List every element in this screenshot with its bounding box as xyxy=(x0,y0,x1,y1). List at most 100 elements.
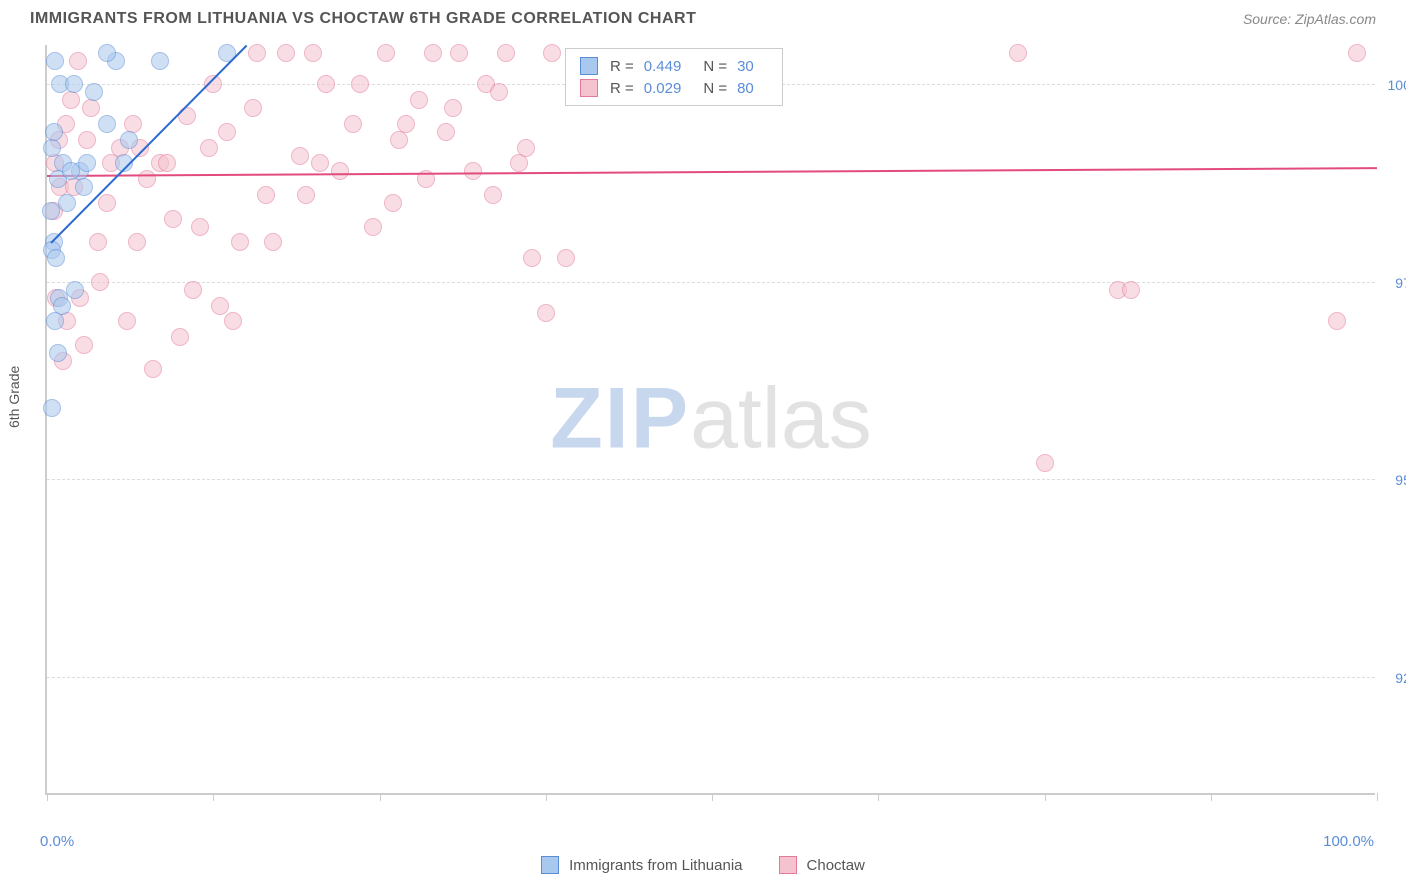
legend-row-lithuania: R = 0.449 N = 30 xyxy=(580,55,768,77)
scatter-point-choctaw xyxy=(1009,44,1027,62)
scatter-point-choctaw xyxy=(158,154,176,172)
scatter-point-choctaw xyxy=(410,91,428,109)
r-label: R = xyxy=(610,80,634,97)
x-tick xyxy=(1045,793,1046,801)
scatter-point-choctaw xyxy=(171,328,189,346)
scatter-point-choctaw xyxy=(82,99,100,117)
scatter-point-choctaw xyxy=(464,162,482,180)
gridline: 95.0% xyxy=(47,479,1375,480)
scatter-point-choctaw xyxy=(484,186,502,204)
source-label: Source: xyxy=(1243,11,1291,27)
scatter-point-lithuania xyxy=(45,123,63,141)
legend-item-choctaw: Choctaw xyxy=(779,856,865,874)
scatter-point-choctaw xyxy=(248,44,266,62)
n-label: N = xyxy=(703,58,727,75)
scatter-point-choctaw xyxy=(557,249,575,267)
scatter-point-choctaw xyxy=(437,123,455,141)
scatter-point-choctaw xyxy=(264,233,282,251)
scatter-point-lithuania xyxy=(75,178,93,196)
scatter-point-choctaw xyxy=(344,115,362,133)
scatter-point-choctaw xyxy=(89,233,107,251)
scatter-point-choctaw xyxy=(224,312,242,330)
r-value-lithuania: 0.449 xyxy=(644,58,682,75)
x-axis-max-label: 100.0% xyxy=(1323,833,1374,850)
scatter-point-choctaw xyxy=(1348,44,1366,62)
chart-plot-area: ZIPatlas 100.0%97.5%95.0%92.5% xyxy=(45,45,1375,795)
x-tick xyxy=(1377,793,1378,801)
chart-title: IMMIGRANTS FROM LITHUANIA VS CHOCTAW 6TH… xyxy=(30,10,696,28)
swatch-choctaw xyxy=(779,856,797,874)
r-label: R = xyxy=(610,58,634,75)
series-legend: Immigrants from Lithuania Choctaw xyxy=(0,856,1406,874)
scatter-point-lithuania xyxy=(43,139,61,157)
scatter-point-choctaw xyxy=(450,44,468,62)
scatter-point-lithuania xyxy=(43,399,61,417)
scatter-point-choctaw xyxy=(351,75,369,93)
scatter-point-choctaw xyxy=(517,139,535,157)
y-tick-label: 92.5% xyxy=(1395,670,1406,686)
scatter-point-choctaw xyxy=(1122,281,1140,299)
scatter-point-choctaw xyxy=(78,131,96,149)
scatter-point-choctaw xyxy=(244,99,262,117)
scatter-point-choctaw xyxy=(291,147,309,165)
legend-item-lithuania: Immigrants from Lithuania xyxy=(541,856,742,874)
scatter-point-choctaw xyxy=(211,297,229,315)
scatter-point-lithuania xyxy=(98,115,116,133)
n-value-lithuania: 30 xyxy=(737,58,754,75)
scatter-point-choctaw xyxy=(128,233,146,251)
swatch-choctaw xyxy=(580,79,598,97)
legend-row-choctaw: R = 0.029 N = 80 xyxy=(580,77,768,99)
y-axis-title: 6th Grade xyxy=(6,366,22,428)
legend-label-choctaw: Choctaw xyxy=(807,857,865,874)
scatter-point-lithuania xyxy=(66,281,84,299)
scatter-point-choctaw xyxy=(277,44,295,62)
scatter-point-lithuania xyxy=(47,249,65,267)
scatter-point-choctaw xyxy=(510,154,528,172)
swatch-lithuania xyxy=(541,856,559,874)
watermark-atlas: atlas xyxy=(690,371,872,467)
scatter-point-lithuania xyxy=(98,44,116,62)
scatter-point-choctaw xyxy=(397,115,415,133)
swatch-lithuania xyxy=(580,57,598,75)
scatter-point-choctaw xyxy=(75,336,93,354)
y-tick-label: 97.5% xyxy=(1395,275,1406,291)
scatter-point-lithuania xyxy=(46,52,64,70)
source-name: ZipAtlas.com xyxy=(1295,11,1376,27)
x-tick xyxy=(878,793,879,801)
scatter-point-choctaw xyxy=(543,44,561,62)
scatter-point-choctaw xyxy=(231,233,249,251)
scatter-point-choctaw xyxy=(384,194,402,212)
scatter-point-choctaw xyxy=(257,186,275,204)
y-tick-label: 95.0% xyxy=(1395,472,1406,488)
scatter-point-choctaw xyxy=(377,44,395,62)
x-tick xyxy=(712,793,713,801)
gridline: 97.5% xyxy=(47,282,1375,283)
scatter-point-choctaw xyxy=(297,186,315,204)
watermark-zip: ZIP xyxy=(550,371,690,467)
scatter-point-choctaw xyxy=(184,281,202,299)
watermark: ZIPatlas xyxy=(550,370,871,469)
scatter-point-choctaw xyxy=(317,75,335,93)
scatter-point-choctaw xyxy=(69,52,87,70)
scatter-point-choctaw xyxy=(523,249,541,267)
scatter-point-choctaw xyxy=(311,154,329,172)
scatter-point-choctaw xyxy=(364,218,382,236)
correlation-legend: R = 0.449 N = 30 R = 0.029 N = 80 xyxy=(565,48,783,106)
scatter-point-lithuania xyxy=(78,154,96,172)
x-tick xyxy=(47,793,48,801)
n-label: N = xyxy=(703,80,727,97)
chart-header: IMMIGRANTS FROM LITHUANIA VS CHOCTAW 6TH… xyxy=(0,0,1406,34)
scatter-point-lithuania xyxy=(85,83,103,101)
x-tick xyxy=(380,793,381,801)
scatter-point-choctaw xyxy=(444,99,462,117)
scatter-point-choctaw xyxy=(200,139,218,157)
scatter-point-choctaw xyxy=(1036,454,1054,472)
scatter-point-choctaw xyxy=(164,210,182,228)
source-credit: Source: ZipAtlas.com xyxy=(1243,11,1376,27)
scatter-point-choctaw xyxy=(144,360,162,378)
scatter-point-lithuania xyxy=(151,52,169,70)
x-tick xyxy=(546,793,547,801)
scatter-point-lithuania xyxy=(120,131,138,149)
scatter-point-choctaw xyxy=(138,170,156,188)
scatter-point-choctaw xyxy=(537,304,555,322)
